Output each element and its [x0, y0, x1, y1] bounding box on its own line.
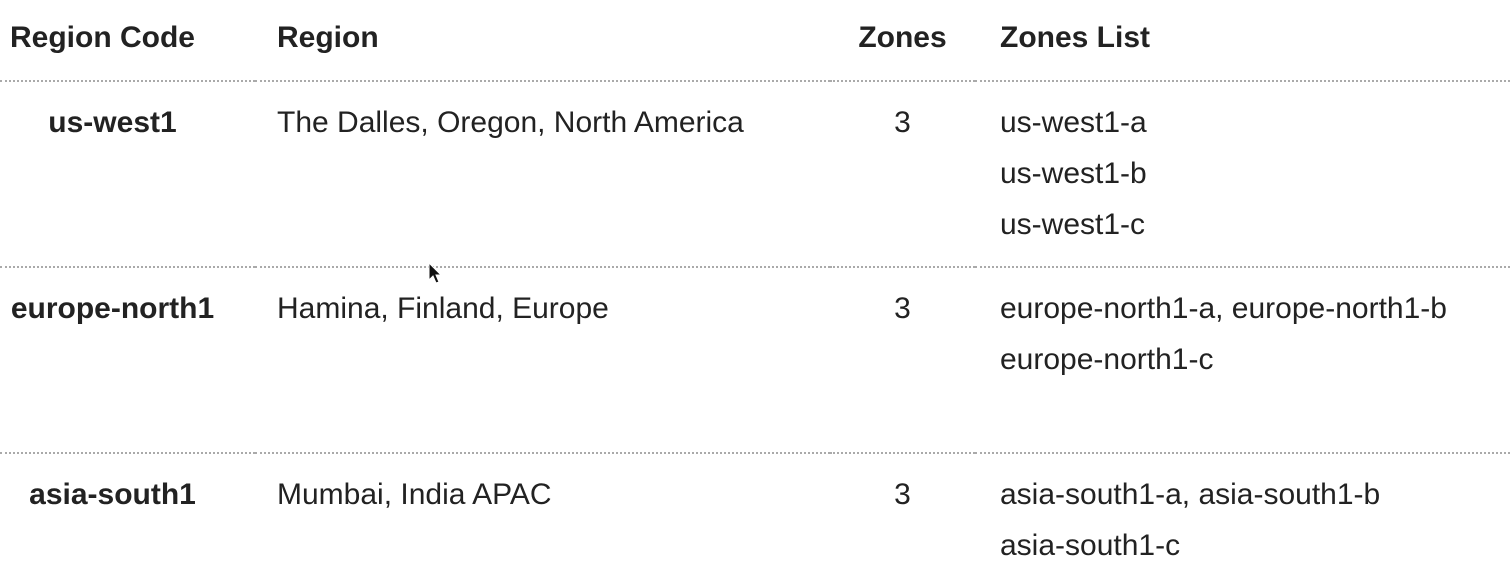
table-header: Region Code Region Zones Zones List: [0, 0, 1510, 81]
region-code: asia-south1: [29, 478, 196, 511]
zone-entry: us-west1-a: [1000, 106, 1147, 139]
zone-entry: asia-south1-c: [1000, 529, 1181, 562]
zone-entry: asia-south1-a, asia-south1-b: [1000, 478, 1381, 511]
column-header: Region Code: [10, 21, 195, 54]
table-body: us-west1 The Dalles, Oregon, North Americ…: [0, 81, 1510, 571]
header-row: Region Code Region Zones Zones List: [0, 0, 1510, 81]
column-header: Region: [277, 21, 379, 54]
region: Hamina, Finland, Europe: [277, 292, 609, 325]
zones-list: europe-north1-a, europe-north1-b europe-n…: [975, 267, 1510, 453]
regions-table: Region Code Region Zones Zones List us-west…: [0, 0, 1510, 571]
region-code: europe-north1: [10, 292, 215, 325]
zone-entry: us-west1-c: [1000, 208, 1146, 241]
table-row: asia-south1 Mumbai, India APAC 3 asia-south…: [0, 453, 1510, 571]
zones-list: asia-south1-a, asia-south1-b asia-south1-…: [975, 453, 1510, 571]
zone-entry: us-west1-b: [1000, 157, 1147, 190]
region: Mumbai, India APAC: [277, 478, 552, 511]
column-header: Zones List: [1000, 21, 1151, 54]
table-row: us-west1 The Dalles, Oregon, North Americ…: [0, 81, 1510, 267]
column-header: Zones: [858, 21, 947, 54]
zones-list: us-west1-a us-west1-b us-west1-c: [975, 81, 1510, 267]
mouse-cursor: [428, 262, 443, 284]
table-row: europe-north1 Hamina, Finland, Europe 3 eur…: [0, 267, 1510, 453]
zone-entry: europe-north1-c: [1000, 343, 1214, 376]
region-code: us-west1: [48, 106, 177, 139]
zones-count: 3: [894, 478, 911, 511]
region: The Dalles, Oregon, North America: [277, 106, 744, 139]
zone-entry: europe-north1-a, europe-north1-b: [1000, 292, 1447, 325]
zones-count: 3: [894, 292, 911, 325]
zones-count: 3: [894, 106, 911, 139]
